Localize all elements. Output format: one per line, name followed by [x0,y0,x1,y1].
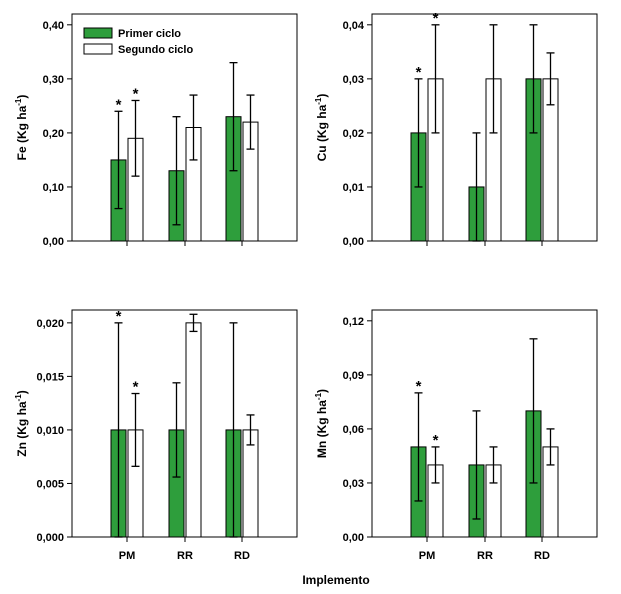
y-axis-label-main: Cu (Kg ha [315,104,329,161]
y-tick-label: 0,04 [343,20,365,32]
y-axis-label: Cu (Kg ha-1) [314,94,329,162]
y-tick-label: 0,020 [36,318,64,330]
y-tick-label: 0,01 [343,182,364,194]
y-axis-label-superscript: -1 [314,97,323,105]
y-axis-label-close: ) [315,389,329,393]
y-tick-label: 0,20 [43,128,64,140]
y-tick-label: 0,03 [343,74,364,86]
y-axis-label-superscript: -1 [14,98,23,106]
y-tick-label: 0,10 [43,182,64,194]
y-tick-label: 0,00 [343,236,364,248]
legend-label-primer: Primer ciclo [118,28,181,40]
y-axis-label-superscript: -1 [14,394,23,402]
y-axis-label-superscript: -1 [314,392,323,400]
significance-star: * [133,85,139,102]
significance-star: * [116,96,122,113]
y-tick-label: 0,06 [343,424,364,436]
significance-star: * [116,308,122,325]
y-axis-label-main: Zn (Kg ha [15,401,29,457]
y-tick-label: 0,40 [43,20,64,32]
y-axis-label-main: Mn (Kg ha [315,400,329,458]
y-axis-label-close: ) [315,94,329,98]
legend-swatch-primer [83,27,113,39]
significance-star: * [433,432,439,449]
significance-star: * [433,10,439,27]
x-tick-label: RR [477,550,493,562]
x-tick-label: PM [419,550,436,562]
y-axis-label-main: Fe (Kg ha [15,105,29,160]
bar-segundo-rr [185,322,202,538]
y-axis-label: Zn (Kg ha-1) [14,390,29,456]
x-tick-label: RR [177,550,193,562]
significance-star: * [416,378,422,395]
y-axis-label-close: ) [15,390,29,394]
significance-star: * [133,379,139,396]
x-tick-label: RD [534,550,550,562]
y-tick-label: 0,00 [43,236,64,248]
chart-panel-1: 0,00 0,10 0,20 0,30 0,40 Fe (Kg ha-1) * * Primer… [14,13,298,248]
chart-panel-2: 0,00 0,01 0,02 0,03 0,04 Cu (Kg ha-1) * * [314,10,598,248]
y-axis-label-close: ) [15,95,29,99]
x-tick-label: PM [119,550,136,562]
bar-segundo-rd [242,429,259,538]
y-tick-label: 0,000 [36,532,64,544]
chart-panel-4: 0,00 0,03 0,06 0,09 0,12 Mn (Kg ha-1) PM * * RR RD [314,309,598,562]
y-tick-label: 0,010 [36,425,64,437]
y-axis-label: Mn (Kg ha-1) [314,389,329,458]
y-tick-label: 0,12 [343,316,364,328]
y-tick-label: 0,02 [343,128,364,140]
significance-star: * [416,64,422,81]
chart-panel-3: 0,000 0,005 0,010 0,015 0,020 Zn (Kg ha-1) PM *… [14,308,298,562]
legend-label-segundo: Segundo ciclo [118,44,193,56]
y-tick-label: 0,30 [43,74,64,86]
y-tick-label: 0,03 [343,478,364,490]
y-tick-label: 0,005 [36,478,64,490]
y-tick-label: 0,09 [343,370,364,382]
y-tick-label: 0,015 [36,371,64,383]
y-tick-label: 0,00 [343,532,364,544]
y-axis-label: Fe (Kg ha-1) [14,95,29,161]
legend-swatch-segundo [83,43,113,55]
x-tick-label: RD [234,550,250,562]
x-axis-label: Implemento [302,573,369,587]
